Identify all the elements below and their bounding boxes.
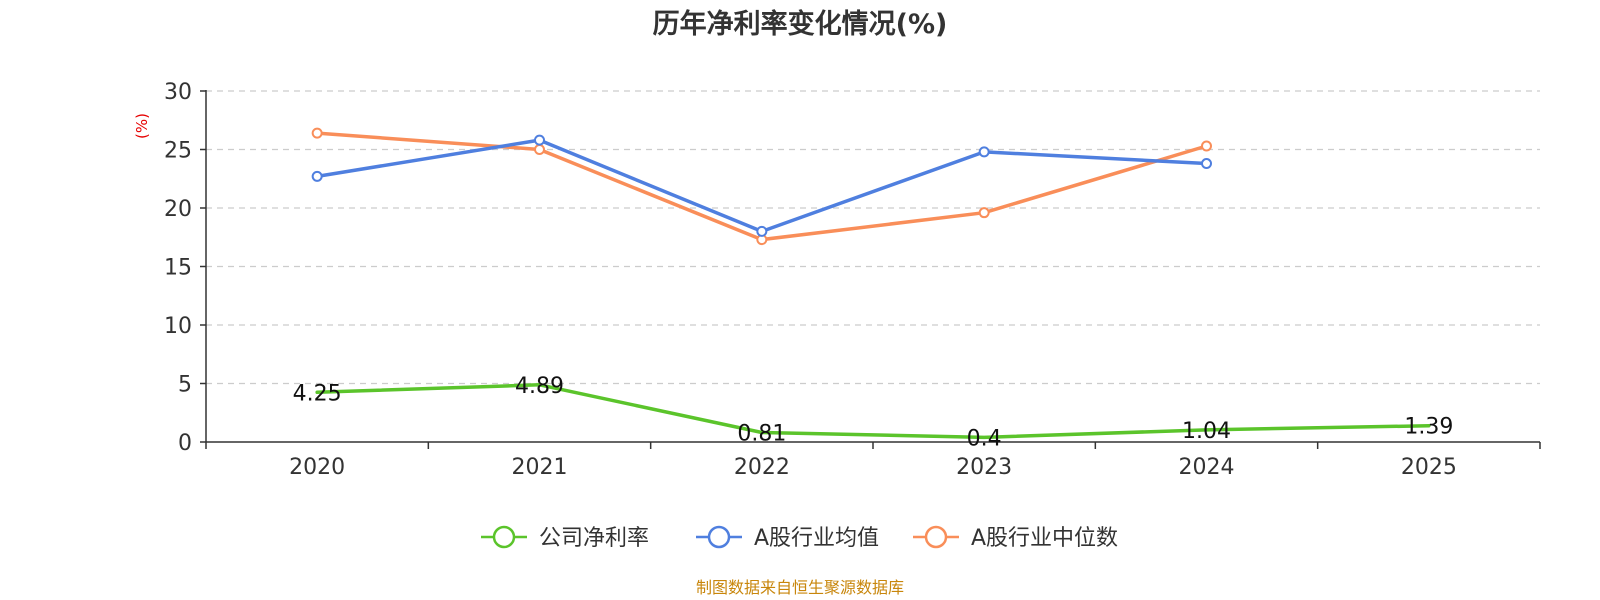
legend-label: 公司净利率	[539, 526, 649, 551]
y-tick-label: 0	[178, 431, 192, 456]
chart-title: 历年净利率变化情况(%)	[653, 8, 948, 40]
data-label: 1.39	[1404, 415, 1453, 440]
series-point-1	[978, 146, 990, 158]
series-point-2	[978, 207, 990, 219]
y-tick-label: 20	[164, 197, 192, 222]
x-tick-label: 2021	[512, 455, 568, 480]
series-point-1	[534, 134, 545, 146]
series-point-1	[311, 170, 323, 182]
y-tick-label: 5	[178, 373, 192, 398]
y-tick-label: 10	[164, 314, 192, 339]
legend-item-2[interactable]: A股行业中位数	[913, 525, 1118, 551]
data-labels: 4.25 4.89 0.81 0.4 1.04 1.39	[293, 374, 1454, 452]
legend-swatch-marker	[492, 525, 516, 549]
x-tick-label: 2024	[1179, 455, 1235, 480]
y-tick-label: 25	[164, 139, 192, 164]
legend-item-1[interactable]: A股行业均值	[696, 525, 879, 551]
data-label: 4.25	[293, 381, 342, 406]
legend-swatch-marker	[924, 525, 948, 549]
x-tick-label: 2020	[289, 455, 345, 480]
y-axis-unit-label: (%)	[133, 113, 151, 139]
x-tick-label: 2023	[956, 455, 1012, 480]
data-label: 0.81	[737, 422, 786, 447]
series-point-1	[756, 225, 768, 237]
data-label: 4.89	[515, 374, 564, 399]
series-line-0	[315, 383, 1431, 440]
legend: 公司净利率 A股行业均值 A股行业中位数	[481, 525, 1118, 551]
series-point-2	[1201, 140, 1212, 152]
series-point-1	[1201, 158, 1212, 170]
grid-lines	[206, 90, 1540, 385]
x-tick-label: 2022	[734, 455, 790, 480]
x-tick-label: 2025	[1401, 455, 1457, 480]
legend-item-0[interactable]: 公司净利率	[481, 525, 649, 551]
series-lines	[311, 127, 1431, 440]
data-label: 1.04	[1182, 419, 1231, 444]
legend-label: A股行业均值	[754, 526, 879, 551]
y-tick-label: 30	[164, 80, 192, 105]
series-point-2	[534, 144, 545, 155]
y-tick-label: 15	[164, 256, 192, 281]
source-note: 制图数据来自恒生聚源数据库	[696, 578, 904, 597]
legend-swatch-marker	[707, 525, 731, 549]
series-point-2	[311, 127, 323, 139]
legend-label: A股行业中位数	[971, 526, 1118, 551]
data-label: 0.4	[967, 426, 1002, 451]
